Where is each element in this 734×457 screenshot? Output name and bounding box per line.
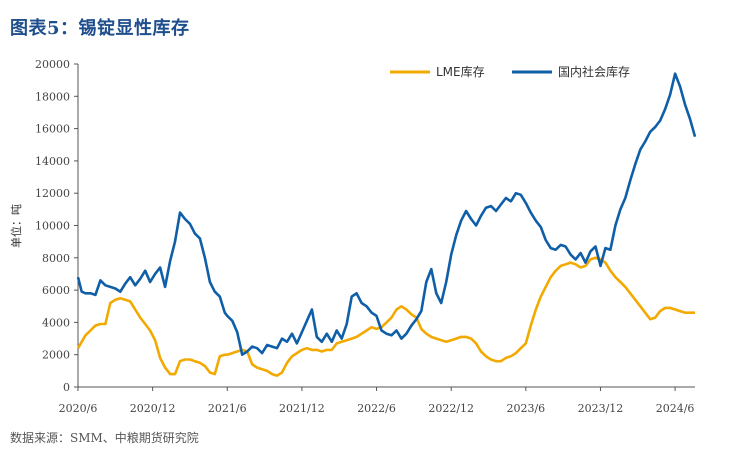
x-tick-label: 2022/12 — [428, 402, 474, 415]
x-tick-label: 2023/6 — [506, 402, 545, 415]
legend-label-lme: LME库存 — [436, 64, 485, 79]
chart-title: 图表5：锡锭显性库存 — [10, 18, 190, 39]
x-tick-label: 2022/6 — [357, 402, 396, 415]
x-tick-label: 2020/12 — [130, 402, 176, 415]
y-tick-label: 4000 — [42, 316, 70, 329]
x-tick-label: 2021/6 — [208, 402, 247, 415]
y-tick-label: 6000 — [42, 284, 70, 297]
domestic-social-inventory-line — [76, 72, 697, 356]
data-source-note: 数据来源：SMM、中粮期货研究院 — [10, 431, 199, 445]
y-tick-label: 0 — [63, 381, 70, 394]
axes — [77, 64, 695, 388]
x-axis-ticks: 2020/6 2020/12 2021/6 2021/12 2022/6 2022/12 2… — [59, 387, 695, 415]
legend-label-domestic: 国内社会库存 — [558, 64, 630, 79]
x-tick-label: 2021/12 — [279, 402, 325, 415]
y-tick-label: 10000 — [35, 220, 70, 233]
y-tick-label: 12000 — [35, 187, 70, 200]
y-tick-label: 8000 — [42, 252, 70, 265]
x-tick-label: 2023/12 — [578, 402, 624, 415]
x-tick-label: 2024/6 — [656, 402, 695, 415]
y-tick-label: 20000 — [35, 58, 70, 71]
x-tick-label: 2020/6 — [59, 402, 98, 415]
y-axis-ticks: 0 2000 4000 6000 8000 10000 12000 14000 16000 180… — [35, 58, 78, 394]
y-tick-label: 16000 — [35, 123, 70, 136]
lme-inventory-line — [76, 256, 695, 377]
y-tick-label: 18000 — [35, 90, 70, 103]
y-axis-label: 单位：吨 — [9, 204, 23, 248]
series-lines — [76, 72, 697, 377]
y-tick-label: 2000 — [42, 349, 70, 362]
legend: LME库存 国内社会库存 — [390, 64, 630, 79]
y-tick-label: 14000 — [35, 155, 70, 168]
